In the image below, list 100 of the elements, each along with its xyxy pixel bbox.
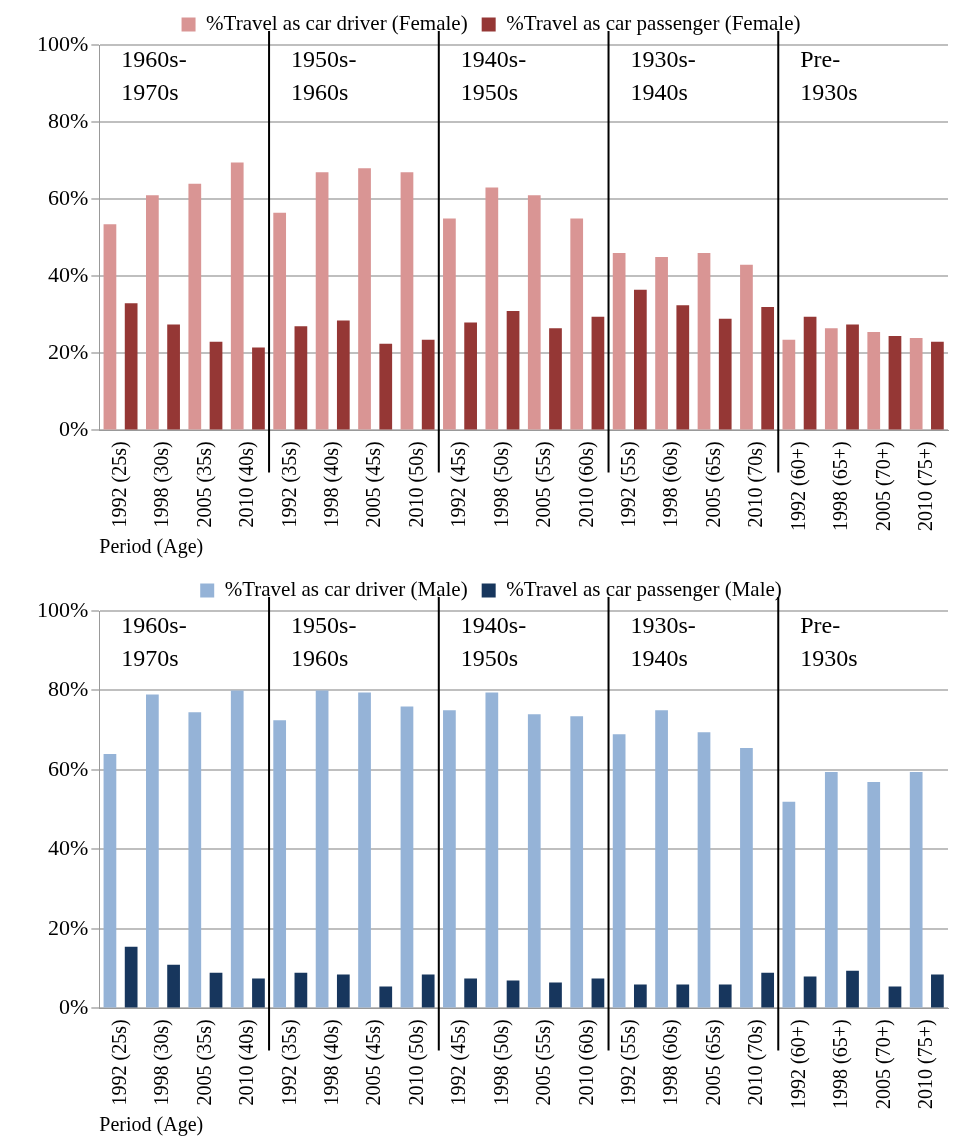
bar	[824, 328, 838, 430]
bar	[676, 305, 690, 430]
bar	[464, 322, 477, 430]
bar	[527, 714, 541, 1008]
bar	[761, 972, 775, 1008]
bar	[761, 307, 775, 430]
annotation: Pre- 1930s	[800, 612, 858, 672]
bar	[612, 734, 626, 1008]
x-tick-label: 2010 (70s)	[744, 441, 768, 528]
x-tick-label: 1998 (50s)	[489, 1019, 513, 1106]
bar	[230, 162, 244, 430]
bar	[888, 986, 902, 1008]
bar	[294, 326, 308, 430]
x-tick-label: 1998 (30s)	[150, 1019, 174, 1106]
x-tick-label: 1992 (60+)	[786, 441, 810, 532]
x-tick-label: 2010 (60s)	[574, 1019, 598, 1106]
bar	[209, 341, 223, 430]
x-tick-label: 2005 (35s)	[192, 441, 216, 528]
bar	[252, 347, 265, 430]
bar	[294, 972, 308, 1008]
annotation: 1950s- 1960s	[291, 46, 357, 106]
x-tick-label: 2005 (55s)	[532, 441, 556, 528]
x-tick-label: 2010 (75+)	[914, 1019, 938, 1110]
bar	[846, 324, 859, 430]
y-tick-label: 60%	[48, 755, 89, 781]
bar	[697, 732, 711, 1008]
bar	[464, 978, 477, 1008]
bar	[146, 694, 159, 1008]
bar	[146, 195, 159, 430]
bar	[315, 172, 329, 430]
annotation: 1940s- 1950s	[460, 46, 527, 106]
bar	[421, 974, 435, 1008]
bar	[485, 187, 499, 430]
y-tick-label: 20%	[48, 914, 89, 940]
y-tick-label: 0%	[59, 416, 89, 442]
x-tick-label: 2010 (40s)	[235, 1019, 259, 1106]
bar	[273, 720, 287, 1008]
x-tick-label: 1992 (25s)	[107, 441, 131, 528]
bar	[167, 964, 180, 1008]
bar	[697, 253, 711, 430]
x-tick-label: 2010 (50s)	[404, 1019, 428, 1106]
bar	[803, 976, 817, 1008]
x-axis-title: Period (Age)	[99, 535, 204, 559]
x-axis-title: Period (Age)	[99, 1113, 204, 1137]
bar	[443, 710, 456, 1008]
annotation: 1930s- 1940s	[630, 46, 696, 106]
x-tick-label: 1992 (35s)	[277, 441, 301, 528]
bar	[570, 218, 584, 430]
bar	[506, 310, 520, 430]
legend-label: %Travel as car driver (Male)	[224, 577, 468, 602]
bar	[124, 303, 138, 430]
bar	[633, 984, 647, 1008]
bar	[655, 256, 668, 430]
x-tick-label: 1992 (55s)	[617, 441, 640, 528]
bar	[740, 264, 753, 430]
bar	[867, 781, 881, 1008]
bar	[909, 771, 923, 1008]
x-tick-label: 1992 (25s)	[107, 1019, 131, 1106]
annotation: 1930s- 1940s	[630, 612, 696, 672]
x-tick-label: 1998 (60s)	[659, 1019, 683, 1106]
annotation: 1960s- 1970s	[121, 612, 187, 672]
bar	[124, 946, 138, 1008]
x-tick-label: 1998 (65+)	[829, 1019, 853, 1110]
bar	[379, 343, 393, 430]
x-tick-label: 1992 (35s)	[277, 1019, 301, 1106]
bar	[336, 320, 350, 430]
x-tick-label: 2005 (70+)	[871, 1019, 895, 1110]
bar	[379, 986, 393, 1008]
bar	[591, 316, 605, 430]
legend-label: %Travel as car passenger (Female)	[506, 11, 801, 36]
bar	[867, 332, 881, 430]
bar	[421, 339, 435, 430]
x-tick-label: 2010 (60s)	[574, 441, 598, 528]
y-tick-label: 60%	[48, 184, 89, 210]
y-tick-label: 40%	[48, 835, 89, 861]
bar	[315, 690, 329, 1008]
x-tick-label: 1992 (45s)	[447, 441, 471, 528]
bar	[549, 982, 562, 1008]
bar	[782, 801, 796, 1008]
bar	[612, 253, 626, 430]
bar	[506, 980, 520, 1008]
x-tick-label: 2005 (65s)	[701, 1019, 725, 1106]
bar	[718, 318, 732, 430]
annotation: 1950s- 1960s	[291, 612, 357, 672]
bar	[336, 974, 350, 1008]
bar	[570, 716, 584, 1008]
bar	[824, 771, 838, 1008]
x-tick-label: 1998 (30s)	[150, 441, 174, 528]
y-tick-label: 40%	[48, 262, 89, 288]
x-tick-label: 2005 (45s)	[362, 441, 386, 528]
bar	[803, 316, 817, 430]
y-tick-label: 100%	[37, 30, 89, 56]
bar	[167, 324, 180, 430]
bar	[209, 972, 223, 1008]
bar	[633, 289, 647, 430]
bar	[230, 690, 244, 1008]
bar	[485, 692, 499, 1008]
y-tick-label: 0%	[59, 994, 89, 1020]
bar	[103, 224, 117, 430]
bar	[549, 328, 562, 430]
